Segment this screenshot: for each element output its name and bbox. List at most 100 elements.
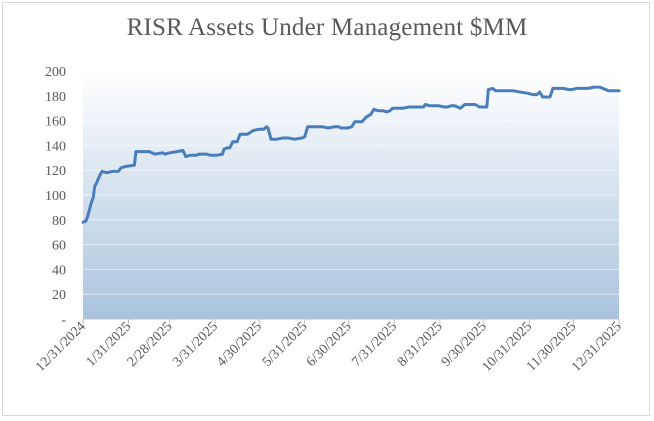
data-point [194, 154, 198, 157]
data-point [133, 164, 136, 167]
data-point [443, 105, 446, 109]
data-point [275, 138, 278, 141]
data-point [222, 147, 226, 151]
data-point [258, 128, 261, 131]
data-point [541, 95, 544, 99]
data-point [391, 107, 395, 110]
y-tick-label: 120 [45, 164, 66, 179]
data-point [246, 133, 249, 136]
data-point [84, 219, 88, 223]
data-point [197, 152, 201, 156]
gridlines [83, 70, 619, 295]
data-point [548, 95, 552, 99]
y-tick-label: - [61, 313, 66, 328]
data-point [381, 109, 384, 112]
data-point [469, 103, 472, 106]
data-point [337, 125, 340, 128]
data-point [327, 126, 330, 130]
data-point [142, 150, 145, 153]
data-point [581, 87, 584, 90]
data-point [117, 170, 120, 173]
data-point [111, 170, 114, 173]
data-point [446, 105, 449, 109]
data-point [498, 89, 502, 93]
data-point [252, 129, 255, 132]
data-point [598, 85, 602, 89]
x-tick-label: 5/31/2025 [260, 319, 311, 370]
data-point [269, 138, 273, 141]
data-point [463, 103, 466, 106]
data-point [287, 136, 290, 140]
data-point [93, 185, 96, 188]
data-point [526, 92, 530, 95]
data-point [473, 103, 477, 106]
data-point [485, 105, 488, 109]
data-point [120, 166, 123, 169]
data-point [147, 150, 151, 153]
data-point [372, 108, 375, 111]
data-point [388, 109, 392, 112]
data-point [604, 88, 607, 91]
y-tick-labels: - 20 40 60 80 100 120 140 160 180 200 [45, 65, 66, 328]
data-point [350, 125, 353, 128]
data-point [487, 88, 490, 91]
data-point [236, 140, 239, 143]
y-tick-label: 180 [45, 90, 66, 105]
data-point [519, 90, 522, 94]
data-point [105, 171, 108, 174]
y-tick-label: 160 [45, 115, 66, 130]
data-point [422, 105, 425, 109]
data-point [228, 146, 231, 150]
data-point [175, 150, 179, 153]
data-point [124, 165, 127, 168]
data-point [567, 88, 571, 91]
y-tick-label: 20 [52, 288, 66, 303]
data-point [353, 120, 356, 124]
data-point [181, 149, 185, 152]
data-point [81, 221, 85, 224]
data-point [369, 113, 372, 116]
data-point [557, 87, 560, 90]
data-point [360, 120, 364, 124]
x-tick-label: 12/31/2025 [569, 319, 625, 375]
data-point [535, 93, 538, 96]
data-point [377, 109, 380, 112]
data-point [459, 107, 462, 110]
data-point [153, 152, 157, 156]
data-point [494, 89, 497, 93]
data-point [134, 150, 138, 153]
y-tick-label: 140 [45, 139, 66, 154]
x-tick-label: 8/31/2025 [395, 319, 446, 370]
y-tick-label: 100 [45, 189, 66, 204]
data-point [617, 89, 621, 93]
data-point [266, 126, 270, 130]
data-point [407, 105, 411, 109]
data-point [385, 110, 389, 114]
x-tick-label: 2/28/2025 [125, 319, 176, 370]
data-point [512, 89, 515, 93]
data-point [450, 104, 453, 107]
data-point [607, 89, 610, 93]
data-point [209, 154, 212, 157]
data-point [315, 125, 318, 128]
data-point [281, 136, 284, 140]
data-point [92, 196, 95, 199]
data-point [504, 89, 508, 93]
data-point [332, 125, 336, 128]
data-point [437, 104, 440, 107]
data-point [424, 103, 427, 106]
data-point [262, 128, 265, 131]
data-point [575, 87, 578, 90]
x-tick-label: 6/30/2025 [304, 319, 355, 370]
chart-title: RISR Assets Under Management $MM [126, 14, 528, 41]
data-point [562, 87, 565, 90]
data-point [184, 155, 187, 158]
data-point [168, 151, 171, 154]
data-point [413, 105, 417, 109]
data-point [231, 140, 234, 143]
data-point [587, 87, 590, 90]
data-point [215, 154, 218, 157]
y-tick-label: 40 [52, 263, 66, 278]
data-point [243, 133, 246, 136]
